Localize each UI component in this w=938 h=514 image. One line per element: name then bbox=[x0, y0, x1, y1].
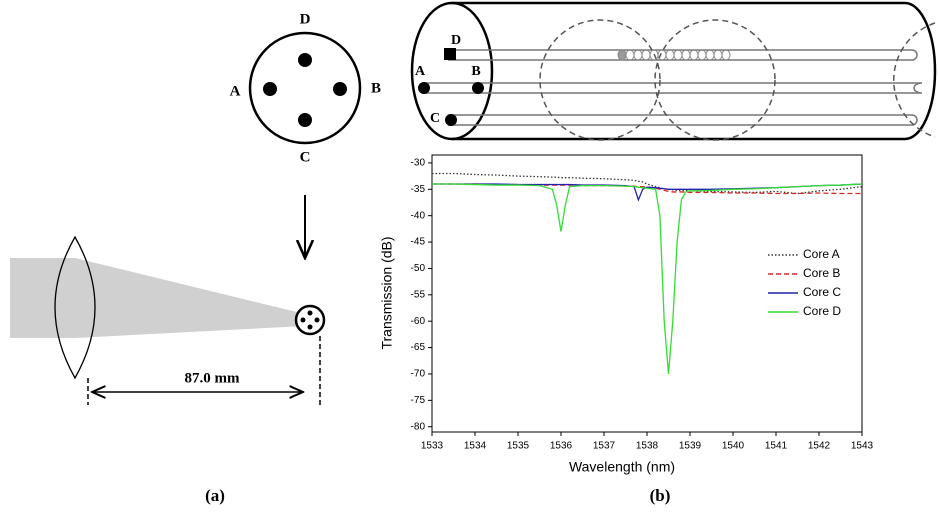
y-tick-label: -30 bbox=[411, 158, 426, 169]
core-label: C bbox=[300, 149, 311, 165]
beam bbox=[10, 258, 305, 338]
x-tick-label: 1542 bbox=[808, 441, 831, 452]
x-tick-label: 1537 bbox=[593, 441, 616, 452]
x-tick-label: 1535 bbox=[507, 441, 530, 452]
x-tick-label: 1533 bbox=[421, 441, 444, 452]
x-tick-label: 1540 bbox=[722, 441, 745, 452]
y-tick-label: -70 bbox=[411, 369, 426, 380]
legend-label: Core C bbox=[803, 285, 841, 299]
x-tick-label: 1541 bbox=[765, 441, 788, 452]
caption: (a) bbox=[205, 486, 225, 505]
x-tick-label: 1539 bbox=[679, 441, 702, 452]
core-label: A bbox=[230, 83, 241, 99]
distance-label: 87.0 mm bbox=[185, 370, 240, 386]
x-tick-label: 1543 bbox=[851, 441, 874, 452]
core-label: D bbox=[300, 11, 311, 27]
y-tick-label: -65 bbox=[411, 342, 426, 353]
y-tick-label: -60 bbox=[411, 316, 426, 327]
fiber-cross-section bbox=[248, 31, 362, 145]
x-tick-label: 1534 bbox=[464, 441, 487, 452]
y-tick-label: -35 bbox=[411, 184, 426, 195]
fiber-diagram bbox=[410, 1, 937, 141]
y-tick-label: -50 bbox=[411, 263, 426, 274]
y-tick-label: -80 bbox=[411, 421, 426, 432]
x-tick-label: 1536 bbox=[550, 441, 573, 452]
y-tick-label: -45 bbox=[411, 237, 426, 248]
lens bbox=[54, 235, 96, 380]
y-tick-label: -55 bbox=[411, 289, 426, 300]
legend-label: Core D bbox=[803, 304, 841, 318]
series-line bbox=[432, 172, 863, 195]
y-tick-label: -40 bbox=[411, 210, 426, 221]
fiber-label: A bbox=[415, 64, 426, 79]
fiber-end bbox=[294, 304, 326, 336]
legend-label: Core A bbox=[803, 247, 840, 261]
x-axis-label: Wavelength (nm) bbox=[569, 459, 675, 475]
core-label: B bbox=[371, 80, 381, 96]
y-axis-label: Transmission (dB) bbox=[379, 236, 395, 349]
fiber-label: C bbox=[430, 111, 440, 126]
caption: (b) bbox=[650, 486, 671, 505]
x-tick-label: 1538 bbox=[636, 441, 659, 452]
y-tick-label: -75 bbox=[411, 395, 426, 406]
series-line bbox=[432, 183, 863, 375]
legend-label: Core B bbox=[803, 266, 840, 280]
fiber-label: D bbox=[451, 33, 461, 48]
fiber-label: B bbox=[471, 64, 480, 79]
